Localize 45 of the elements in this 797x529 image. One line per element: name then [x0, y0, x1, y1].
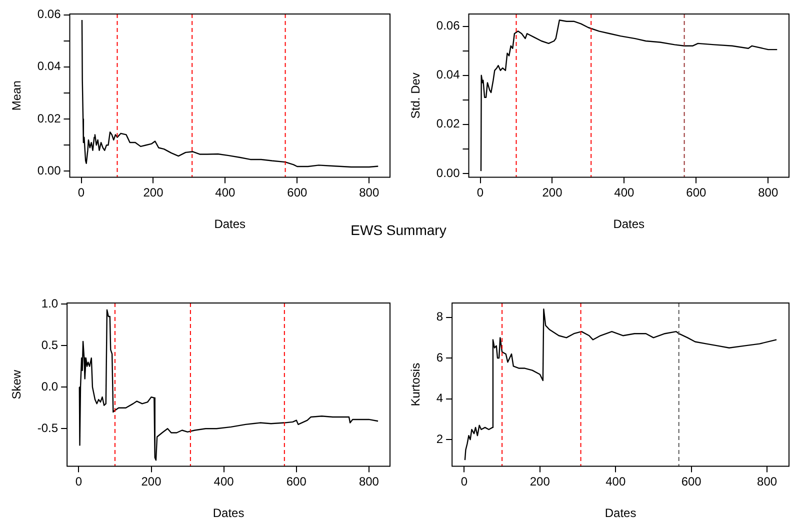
- x-tick-label: 400: [214, 474, 234, 489]
- x-tick-label: 600: [286, 474, 307, 489]
- x-tick-label: 400: [614, 186, 635, 200]
- x-tick-label: 0: [460, 474, 468, 489]
- y-tick-label: 8: [436, 310, 444, 324]
- x-tick-label: 200: [143, 186, 164, 200]
- x-tick-label: 0: [78, 186, 85, 200]
- y-tick-label: 4: [436, 391, 444, 406]
- y-tick-label: 1.0: [41, 296, 58, 310]
- x-axis-title: Dates: [214, 217, 246, 232]
- y-tick-label: 0.02: [436, 116, 460, 131]
- x-tick-label: 400: [215, 186, 236, 200]
- x-axis-title: Dates: [212, 506, 244, 520]
- x-tick-label: 600: [287, 186, 308, 200]
- y-axis-title: Kurtosis: [408, 362, 423, 406]
- x-tick-label: 800: [358, 474, 380, 489]
- y-tick-label: -0.5: [37, 420, 58, 435]
- y-tick-label: 0.06: [436, 18, 460, 33]
- x-tick-label: 400: [606, 474, 626, 489]
- x-tick-label: 800: [758, 186, 778, 200]
- y-tick-label: 0.5: [41, 338, 58, 352]
- x-tick-label: 800: [359, 186, 380, 200]
- x-tick-label: 200: [530, 474, 550, 489]
- x-tick-label: 600: [681, 474, 702, 489]
- x-axis-title: Dates: [604, 506, 636, 520]
- x-tick-label: 200: [141, 474, 162, 489]
- y-tick-label: 0.00: [37, 164, 62, 178]
- y-tick-label: 2: [436, 432, 444, 446]
- x-tick-label: 0: [476, 186, 484, 200]
- text: EWS Summary: [350, 222, 446, 238]
- x-tick-label: 800: [757, 474, 778, 489]
- y-tick-label: 6: [436, 350, 444, 364]
- y-tick-label: 0.06: [37, 7, 62, 22]
- y-tick-label: 0.02: [37, 111, 62, 126]
- y-axis-title: Skew: [10, 370, 24, 400]
- x-tick-label: 600: [686, 186, 706, 200]
- y-tick-label: 0.04: [436, 68, 460, 82]
- y-axis-title: Std. Dev: [408, 72, 423, 119]
- x-tick-label: 0: [75, 474, 82, 489]
- y-tick-label: 0.04: [37, 59, 62, 74]
- y-axis-title: Mean: [10, 80, 24, 111]
- x-tick-label: 200: [542, 186, 563, 200]
- y-tick-label: 0.0: [41, 379, 58, 394]
- y-tick-label: 0.00: [436, 166, 460, 180]
- x-axis-title: Dates: [613, 217, 645, 232]
